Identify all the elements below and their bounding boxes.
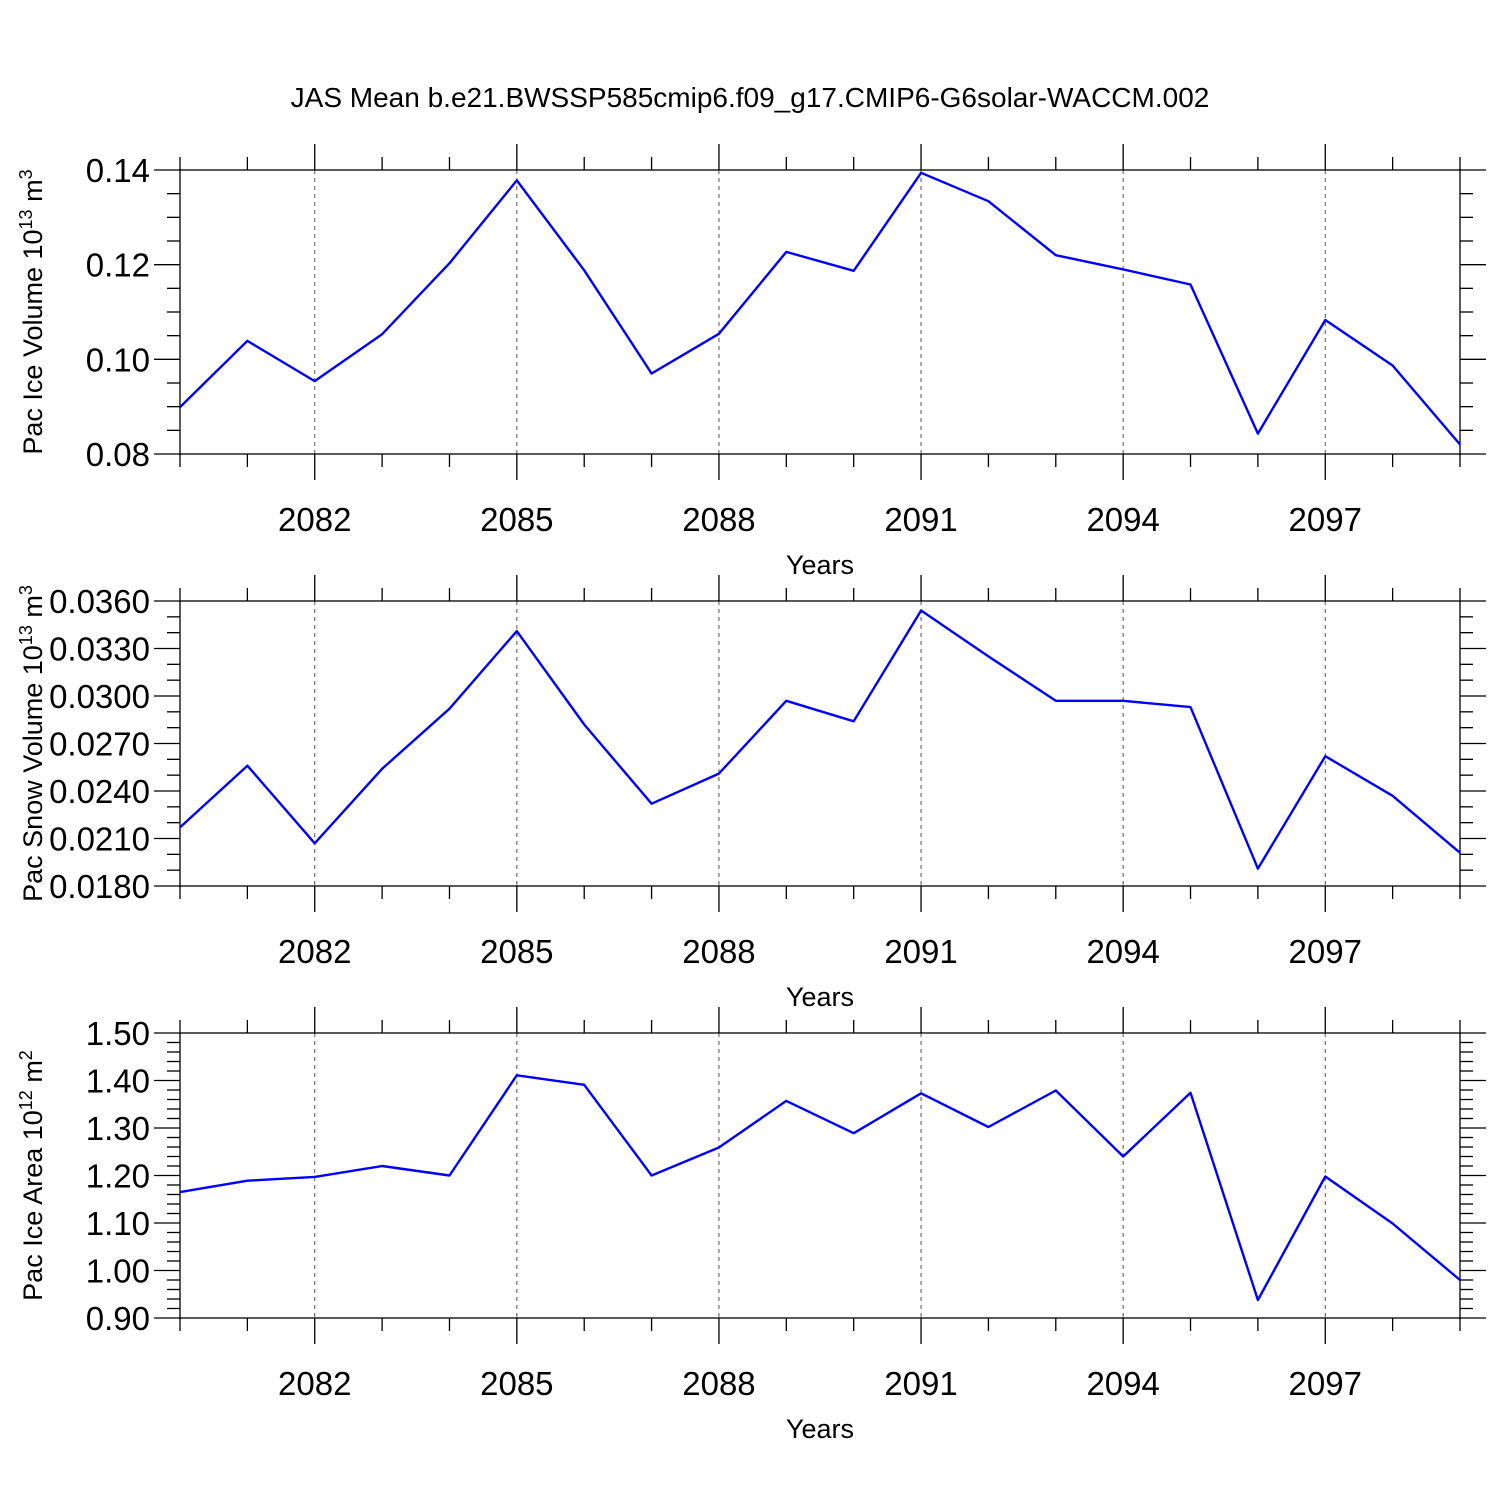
y-axis-title-text: Pac Ice Volume 10 (18, 229, 48, 454)
panel-1: 0.08 0.10 0.12 0.14 2082 2085 2088 2091 2094 2097… (16, 144, 1486, 580)
x-tick-label: 2088 (682, 1365, 755, 1402)
y-tick-label: 1.50 (86, 1015, 150, 1052)
panel-3: 0.90 1.00 1.10 1.20 1.30 1.40 1.50 2082 2085 2088… (16, 1007, 1486, 1444)
y-axis-title: Pac Snow Volume 1013 m3 (16, 585, 48, 902)
y-axis-title-exponent: 12 (16, 1090, 36, 1110)
y-tick-label: 0.90 (86, 1300, 150, 1337)
x-axis-title: Years (786, 1414, 854, 1444)
plot-frame (179, 600, 1461, 887)
x-tick-label: 2097 (1289, 501, 1362, 538)
y-axis-title: Pac Ice Volume 1013 m3 (16, 169, 48, 454)
x-tick-label: 2088 (682, 933, 755, 970)
x-tick-label: 2097 (1289, 1365, 1362, 1402)
x-tick-label: 2085 (480, 1365, 553, 1402)
x-tick-label: 2082 (278, 933, 351, 970)
x-tick-label: 2082 (278, 501, 351, 538)
y-axis-title-exponent: 13 (16, 209, 36, 229)
y-tick-label: 0.10 (86, 341, 150, 378)
y-tick-label: 1.40 (86, 1063, 150, 1100)
y-axis-title-text: Pac Snow Volume 10 (18, 645, 48, 902)
y-axis-title: Pac Ice Area 1012 m2 (16, 1050, 48, 1301)
y-axis-title-unit-exponent: 3 (16, 585, 36, 595)
x-tick-label: 2085 (480, 501, 553, 538)
y-tick-label: 0.0360 (49, 583, 150, 620)
panel-2: 0.0180 0.0210 0.0240 0.0270 0.0300 0.0330 0.03… (16, 575, 1486, 1012)
y-tick-label: 0.08 (86, 436, 150, 473)
x-tick-label: 2094 (1086, 1365, 1159, 1402)
x-tick-label: 2091 (884, 1365, 957, 1402)
y-tick-label: 0.0240 (49, 773, 150, 810)
y-axis-title-unit-exponent: 3 (16, 169, 36, 179)
y-tick-label: 1.20 (86, 1158, 150, 1195)
plot-frame (179, 169, 1461, 455)
y-tick-label: 1.00 (86, 1253, 150, 1290)
y-tick-label: 0.12 (86, 247, 150, 284)
y-tick-label: 0.0270 (49, 726, 150, 763)
y-tick-label: 0.0330 (49, 631, 150, 668)
series-line (179, 1074, 1461, 1302)
x-tick-label: 2088 (682, 501, 755, 538)
x-axis-title: Years (786, 982, 854, 1012)
series-line (179, 171, 1461, 446)
y-axis-title-unit: m (18, 179, 48, 209)
y-axis-title-text: Pac Ice Area 10 (18, 1110, 48, 1301)
x-tick-label: 2094 (1086, 933, 1159, 970)
series-line (179, 609, 1461, 870)
y-axis-title-unit: m (18, 1060, 48, 1090)
y-tick-label: 1.30 (86, 1110, 150, 1147)
x-tick-label: 2091 (884, 933, 957, 970)
plot-frame (179, 1032, 1461, 1319)
y-axis-title-unit-exponent: 2 (16, 1050, 36, 1060)
x-axis-title: Years (786, 550, 854, 580)
y-tick-label: 0.0210 (49, 821, 150, 858)
x-tick-label: 2091 (884, 501, 957, 538)
y-axis-title-exponent: 13 (16, 625, 36, 645)
y-tick-label: 0.0180 (49, 868, 150, 905)
y-tick-label: 0.14 (86, 152, 150, 189)
x-tick-label: 2082 (278, 1365, 351, 1402)
y-tick-label: 1.10 (86, 1205, 150, 1242)
x-tick-label: 2097 (1289, 933, 1362, 970)
chart-title: JAS Mean b.e21.BWSSP585cmip6.f09_g17.CMI… (291, 82, 1210, 113)
y-axis-title-unit: m (18, 595, 48, 625)
x-tick-label: 2085 (480, 933, 553, 970)
x-tick-label: 2094 (1086, 501, 1159, 538)
y-tick-label: 0.0300 (49, 678, 150, 715)
